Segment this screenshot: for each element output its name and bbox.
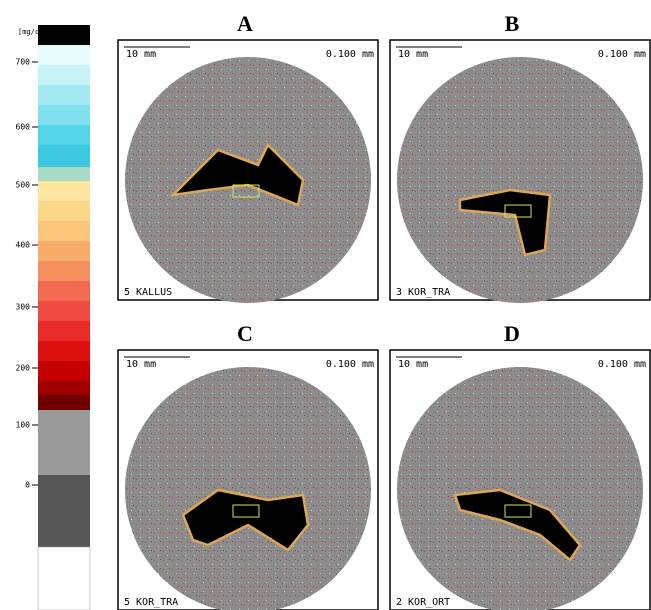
ct-cross-section xyxy=(397,57,643,303)
colorbar-tick-label: 600 xyxy=(16,123,31,132)
colorbar-tick-label: 100 xyxy=(16,421,31,430)
ct-panel: 10 mm 0.100 mm 3 KOR_TRA xyxy=(390,40,650,303)
pixel-size: 0.100 mm xyxy=(326,359,374,370)
panel-letter: D xyxy=(504,321,520,346)
scale-bar: 10 mm xyxy=(398,49,428,60)
ct-cross-section xyxy=(125,367,371,610)
panel-letter: B xyxy=(505,11,520,36)
ct-panel: 10 mm 0.100 mm 2 KOR_ORT xyxy=(390,350,650,610)
pixel-size: 0.100 mm xyxy=(326,49,374,60)
scale-bar: 10 mm xyxy=(126,359,156,370)
ct-cross-section xyxy=(397,367,643,610)
colorbar xyxy=(38,25,90,610)
pixel-size: 0.100 mm xyxy=(598,49,646,60)
colorbar-tick-label: 500 xyxy=(16,181,31,190)
colorbar-tick-label: 200 xyxy=(16,364,31,373)
panel-caption: 3 KOR_TRA xyxy=(396,287,450,298)
panel-letter: A xyxy=(237,11,253,36)
panel-letter: C xyxy=(237,321,253,346)
colorbar-tick-label: 400 xyxy=(16,241,31,250)
figure-svg: [mg/ccm 700 600 500 400 300 200 100 0 A 10 mm 0.10… xyxy=(0,0,651,610)
scale-bar: 10 mm xyxy=(398,359,428,370)
ct-panel: 10 mm 0.100 mm 5 KOR_TRA xyxy=(118,350,378,610)
colorbar-tick-label: 0 xyxy=(25,481,30,490)
ct-panel: 10 mm 0.100 mm 5 KALLUS xyxy=(118,40,378,303)
figure: [mg/ccm 700 600 500 400 300 200 100 0 A 10 mm 0.10… xyxy=(0,0,651,610)
colorbar-tick-label: 700 xyxy=(16,58,31,67)
scale-bar: 10 mm xyxy=(126,49,156,60)
pixel-size: 0.100 mm xyxy=(598,359,646,370)
colorbar-tick-label: 300 xyxy=(16,303,31,312)
panel-caption: 5 KOR_TRA xyxy=(124,597,178,608)
panel-caption: 5 KALLUS xyxy=(124,287,172,298)
panel-caption: 2 KOR_ORT xyxy=(396,597,450,608)
colorbar-unit: [mg/ccm xyxy=(18,28,48,36)
